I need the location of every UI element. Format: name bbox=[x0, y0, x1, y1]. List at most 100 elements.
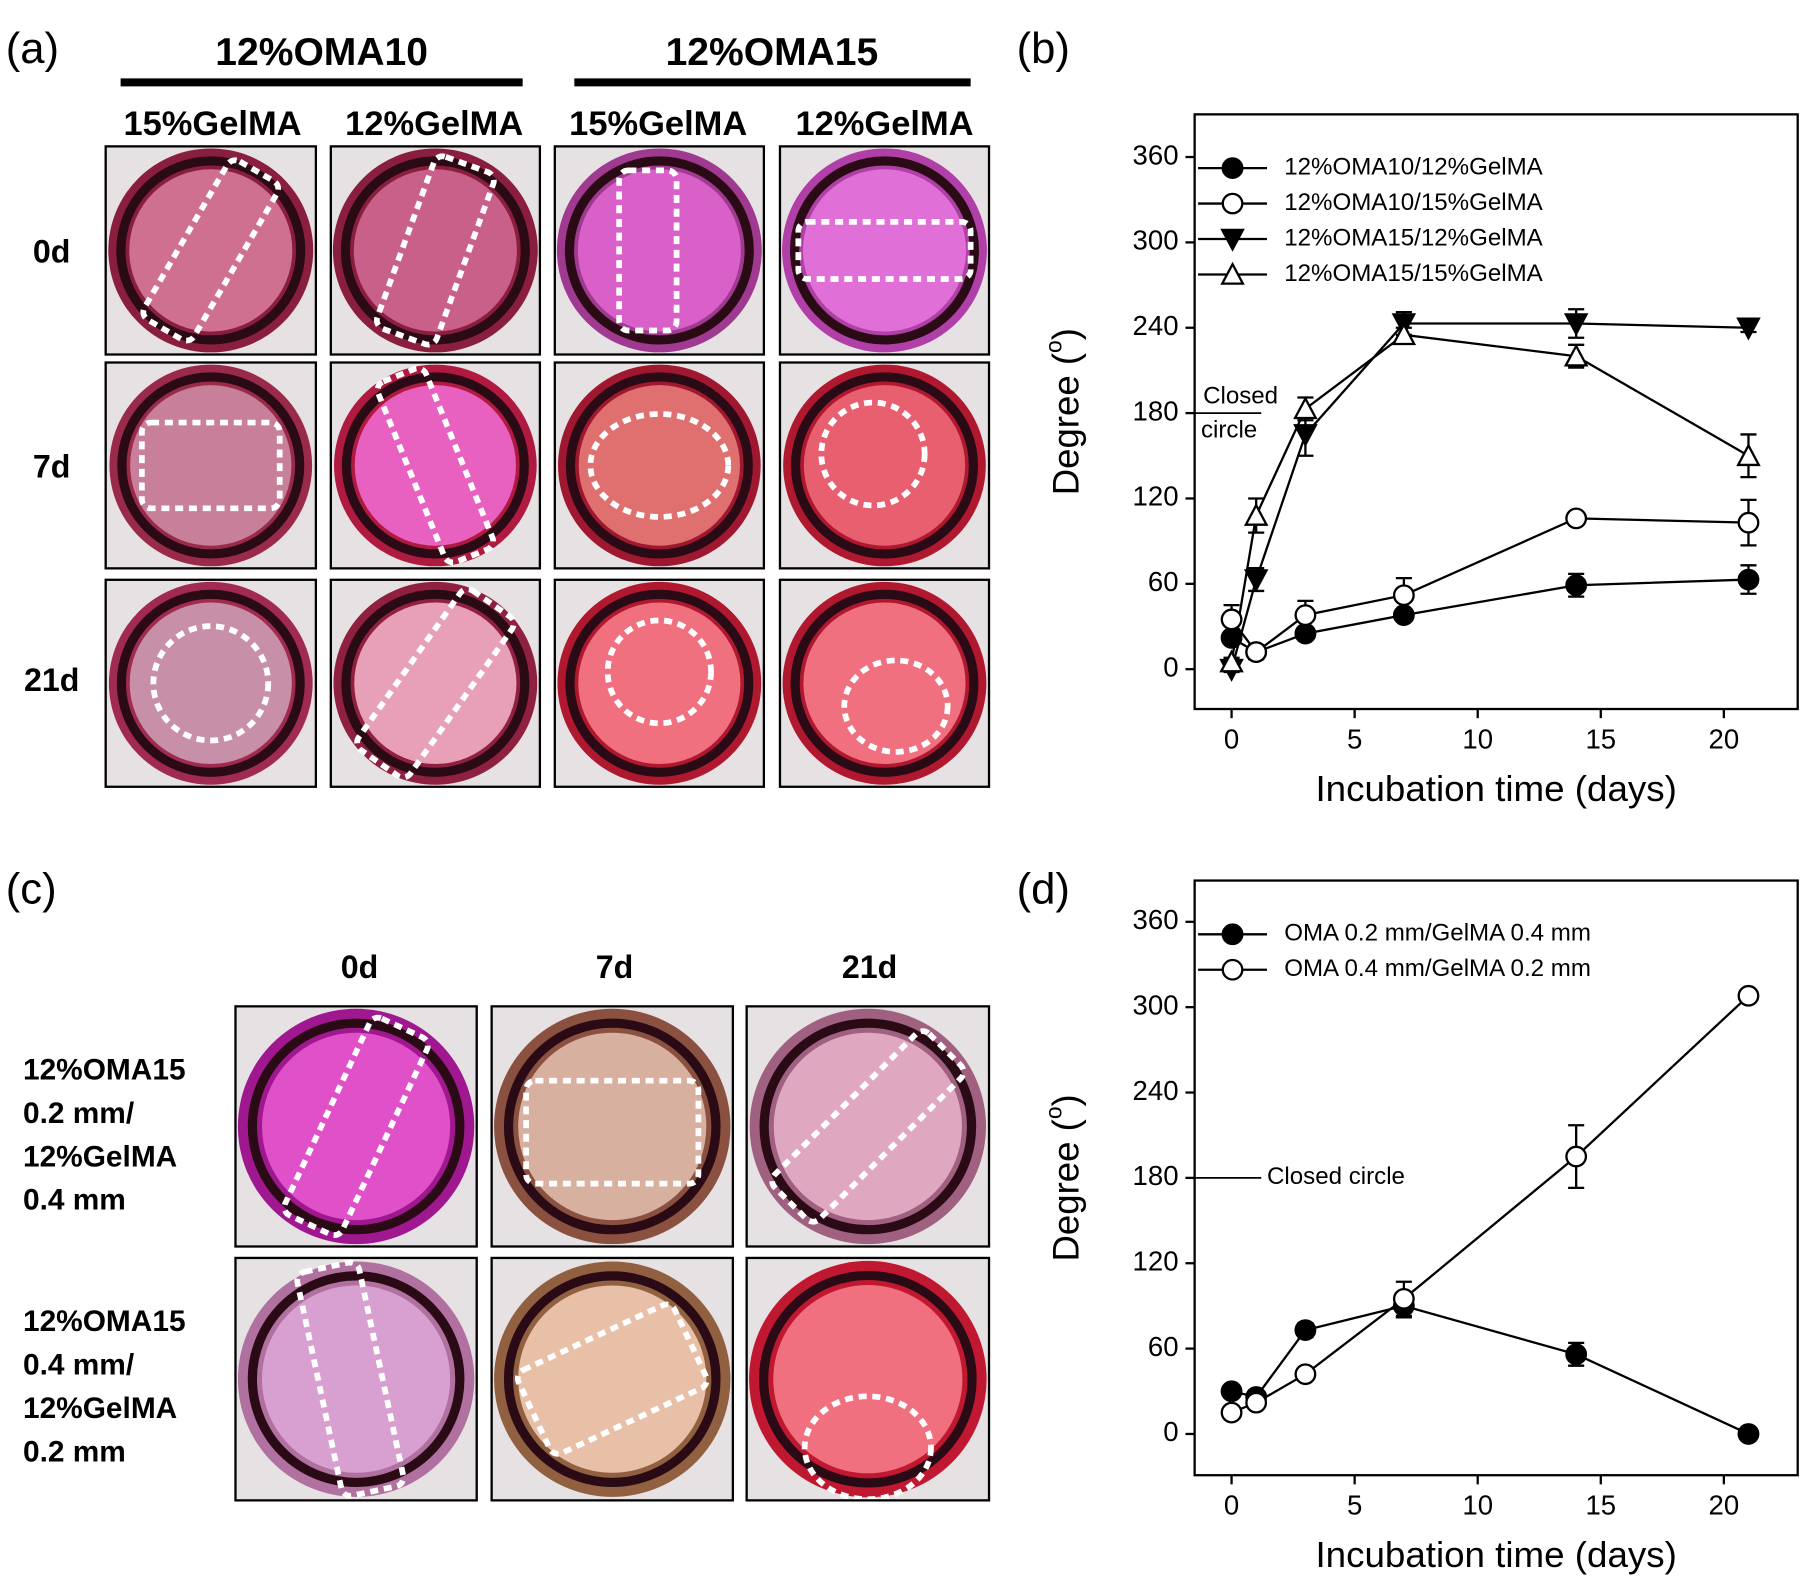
row-label: 21d bbox=[24, 662, 79, 698]
y-axis-label-part: o bbox=[1040, 340, 1066, 353]
x-tick-label: 10 bbox=[1462, 1490, 1493, 1521]
photo-frame bbox=[553, 578, 766, 788]
data-point bbox=[1220, 608, 1243, 631]
well-ring bbox=[341, 372, 529, 559]
data-point bbox=[1736, 317, 1761, 341]
well-ring bbox=[790, 156, 979, 345]
y-tick-label: 180 bbox=[1133, 1160, 1179, 1191]
legend-marker bbox=[1221, 923, 1244, 946]
photo bbox=[554, 146, 764, 355]
legend-marker bbox=[1221, 192, 1244, 215]
well-inner bbox=[129, 169, 293, 332]
photo bbox=[746, 1257, 990, 1501]
photo bbox=[235, 1006, 477, 1247]
well-inner bbox=[262, 1285, 451, 1473]
dashed-outline bbox=[294, 1259, 407, 1499]
data-point bbox=[1243, 502, 1269, 526]
legend-marker bbox=[1221, 157, 1244, 179]
x-tick-label: 0 bbox=[1224, 723, 1239, 754]
series-line bbox=[1230, 322, 1749, 670]
dashed-outline bbox=[373, 153, 497, 348]
row-label: 0.2 mm bbox=[23, 1435, 126, 1468]
well-ring bbox=[116, 589, 305, 777]
y-tick-label: 180 bbox=[1133, 395, 1179, 426]
data-point bbox=[1245, 1391, 1268, 1414]
series-line bbox=[1230, 333, 1750, 663]
legend-marker bbox=[1220, 228, 1245, 252]
x-tick-label: 20 bbox=[1709, 1490, 1740, 1521]
group-label: 12%OMA10 bbox=[215, 31, 428, 74]
photo bbox=[330, 146, 540, 355]
plot-frame bbox=[1193, 113, 1799, 711]
column-label: 12%GelMA bbox=[345, 105, 523, 143]
photo bbox=[491, 1006, 733, 1247]
data-point bbox=[1392, 584, 1415, 607]
data-point bbox=[1243, 569, 1269, 593]
legend-label: 12%OMA15/15%GelMA bbox=[1284, 260, 1543, 287]
annotation: Closed bbox=[1203, 382, 1278, 409]
well-inner bbox=[578, 602, 741, 765]
photo-frame bbox=[104, 361, 318, 570]
row-label: 0.4 mm bbox=[23, 1184, 126, 1217]
photo bbox=[105, 146, 316, 355]
column-label: 15%GelMA bbox=[123, 105, 301, 143]
well-inner bbox=[773, 1285, 963, 1474]
row-label: 12%GelMA bbox=[23, 1140, 177, 1173]
data-point bbox=[1219, 649, 1244, 673]
legend-label: OMA 0.4 mm/GelMA 0.2 mm bbox=[1284, 955, 1591, 982]
data-point bbox=[1294, 1319, 1317, 1341]
y-axis-label: Degree (o) bbox=[1040, 1094, 1086, 1261]
photo-frame bbox=[745, 1005, 991, 1248]
row-label: 12%GelMA bbox=[23, 1392, 177, 1425]
x-tick-label: 5 bbox=[1347, 1490, 1362, 1521]
well-ring bbox=[759, 1270, 977, 1488]
dashed-outline bbox=[523, 1077, 702, 1187]
well-ring bbox=[503, 1271, 721, 1487]
x-tick-label: 5 bbox=[1347, 723, 1362, 754]
well-inner bbox=[802, 169, 967, 332]
column-label: 21d bbox=[842, 949, 897, 985]
data-point bbox=[1563, 313, 1589, 337]
well-inner bbox=[354, 602, 517, 765]
dashed-outline bbox=[818, 399, 928, 509]
photo bbox=[105, 579, 316, 787]
photo bbox=[235, 1257, 477, 1501]
well-inner bbox=[130, 385, 292, 546]
y-tick-label: 300 bbox=[1133, 225, 1179, 256]
dashed-outline bbox=[795, 218, 974, 282]
row-label: 0d bbox=[33, 233, 71, 269]
data-point bbox=[1391, 322, 1417, 346]
y-axis-label: Degree (o) bbox=[1040, 328, 1086, 495]
dashed-outline bbox=[841, 657, 951, 755]
row-label: 7d bbox=[33, 448, 71, 484]
y-tick-label: 60 bbox=[1148, 566, 1179, 597]
photo bbox=[330, 579, 540, 787]
data-point bbox=[1294, 1363, 1317, 1386]
x-axis-label: Incubation time (days) bbox=[1315, 768, 1676, 809]
data-point bbox=[1293, 396, 1318, 420]
well-ring bbox=[503, 1018, 721, 1235]
y-tick-label: 0 bbox=[1163, 1416, 1178, 1447]
photo-frame bbox=[778, 361, 991, 570]
well-ring bbox=[759, 1018, 977, 1235]
legend-label: 12%OMA15/12%GelMA bbox=[1284, 224, 1543, 251]
well-ring bbox=[564, 156, 754, 345]
y-tick-label: 240 bbox=[1133, 1075, 1179, 1106]
well-inner bbox=[518, 1032, 707, 1221]
data-point bbox=[1737, 984, 1760, 1007]
column-label: 0d bbox=[341, 949, 379, 985]
well-inner bbox=[518, 1285, 707, 1473]
photo-frame bbox=[234, 1005, 478, 1248]
legend-label: 12%OMA10/15%GelMA bbox=[1284, 189, 1543, 216]
photo bbox=[779, 362, 990, 569]
data-point bbox=[1563, 343, 1589, 367]
dashed-outline bbox=[138, 419, 283, 512]
data-point bbox=[1565, 1145, 1588, 1168]
legend-label: 12%OMA10/12%GelMA bbox=[1284, 153, 1543, 180]
photo-frame bbox=[553, 361, 766, 570]
y-tick-label: 240 bbox=[1133, 310, 1179, 341]
data-point bbox=[1220, 1401, 1243, 1424]
dashed-outline bbox=[281, 1014, 431, 1239]
column-label: 12%GelMA bbox=[795, 105, 973, 143]
